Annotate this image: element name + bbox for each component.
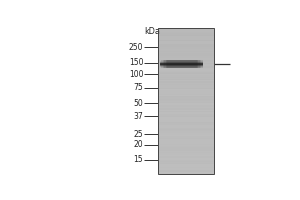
Text: 15: 15 bbox=[134, 155, 143, 164]
Text: kDa: kDa bbox=[144, 27, 160, 36]
Text: 250: 250 bbox=[129, 43, 143, 52]
Text: 25: 25 bbox=[134, 130, 143, 139]
Text: 150: 150 bbox=[129, 58, 143, 67]
Text: 37: 37 bbox=[134, 112, 143, 121]
Bar bbox=[158, 28, 214, 174]
Text: 20: 20 bbox=[134, 140, 143, 149]
Text: 50: 50 bbox=[134, 99, 143, 108]
Text: 75: 75 bbox=[134, 83, 143, 92]
Bar bbox=[158, 28, 214, 174]
Text: 100: 100 bbox=[129, 70, 143, 79]
